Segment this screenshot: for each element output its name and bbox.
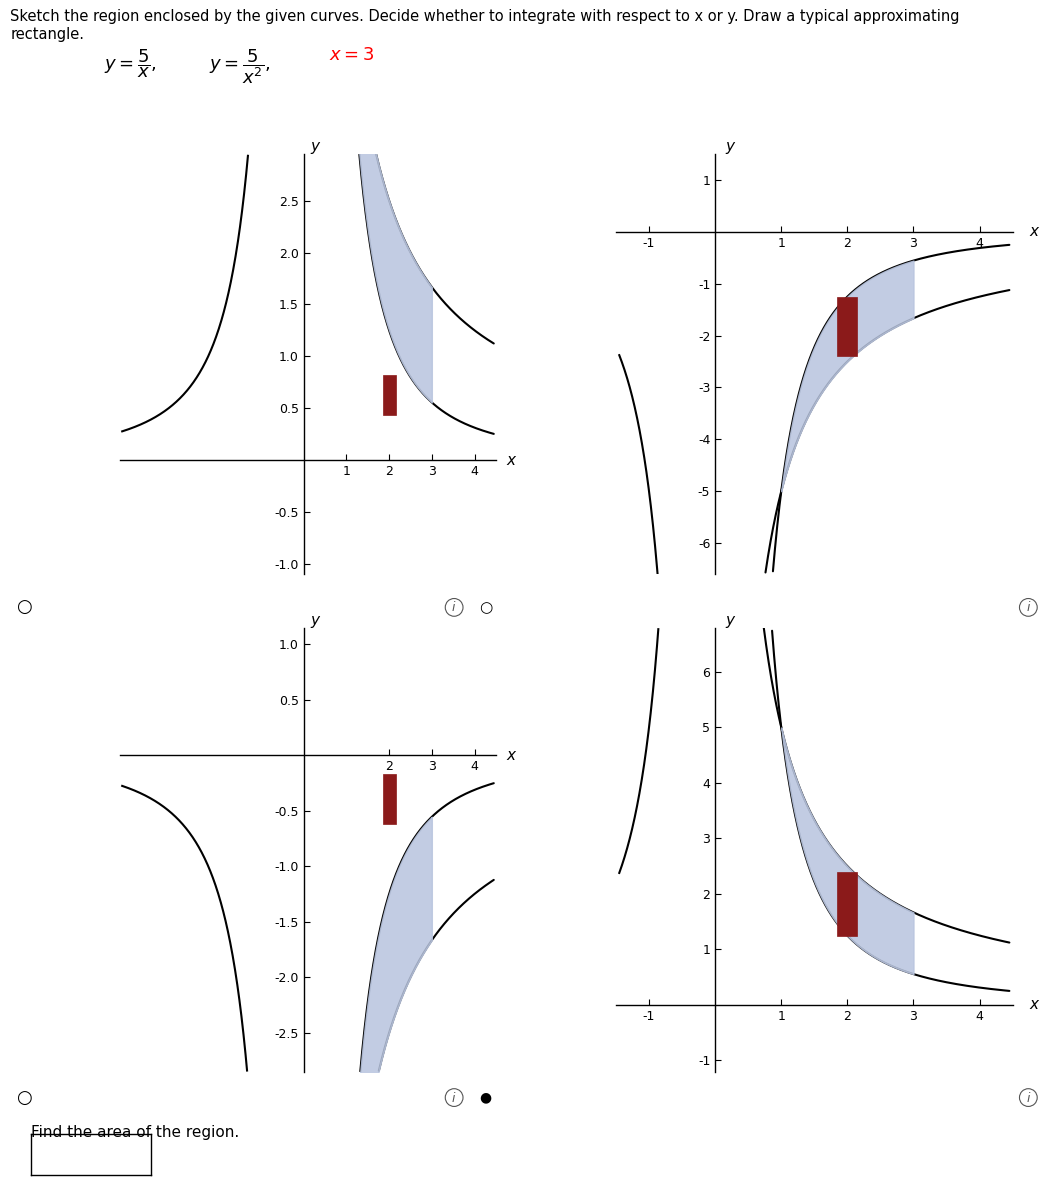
Bar <box>837 297 857 356</box>
Text: $x = 3$: $x = 3$ <box>329 46 374 64</box>
Text: x: x <box>506 452 516 468</box>
Text: $\mathit{i}$: $\mathit{i}$ <box>1025 1090 1031 1105</box>
Text: ●: ● <box>479 1090 492 1105</box>
Text: $y = \dfrac{5}{x},$: $y = \dfrac{5}{x},$ <box>104 47 158 81</box>
Text: rectangle.: rectangle. <box>10 27 85 43</box>
Text: y: y <box>310 612 319 628</box>
Bar <box>383 774 396 824</box>
Text: ○: ○ <box>16 598 31 617</box>
Text: $y = \dfrac{5}{x^2},$: $y = \dfrac{5}{x^2},$ <box>209 47 270 86</box>
Bar <box>837 871 857 935</box>
Text: x: x <box>1029 224 1038 239</box>
Text: $\mathit{i}$: $\mathit{i}$ <box>1025 600 1031 614</box>
Text: $\mathit{i}$: $\mathit{i}$ <box>451 600 457 614</box>
Text: x: x <box>1029 997 1038 1012</box>
Text: ○: ○ <box>479 600 492 614</box>
Text: ○: ○ <box>16 1088 31 1107</box>
Text: y: y <box>310 139 319 154</box>
Text: y: y <box>725 612 734 628</box>
Text: x: x <box>506 747 516 762</box>
Text: Find the area of the region.: Find the area of the region. <box>31 1125 239 1140</box>
Text: Sketch the region enclosed by the given curves. Decide whether to integrate with: Sketch the region enclosed by the given … <box>10 9 959 25</box>
Text: y: y <box>725 139 734 154</box>
Text: $\mathit{i}$: $\mathit{i}$ <box>451 1090 457 1105</box>
Bar <box>383 375 396 416</box>
